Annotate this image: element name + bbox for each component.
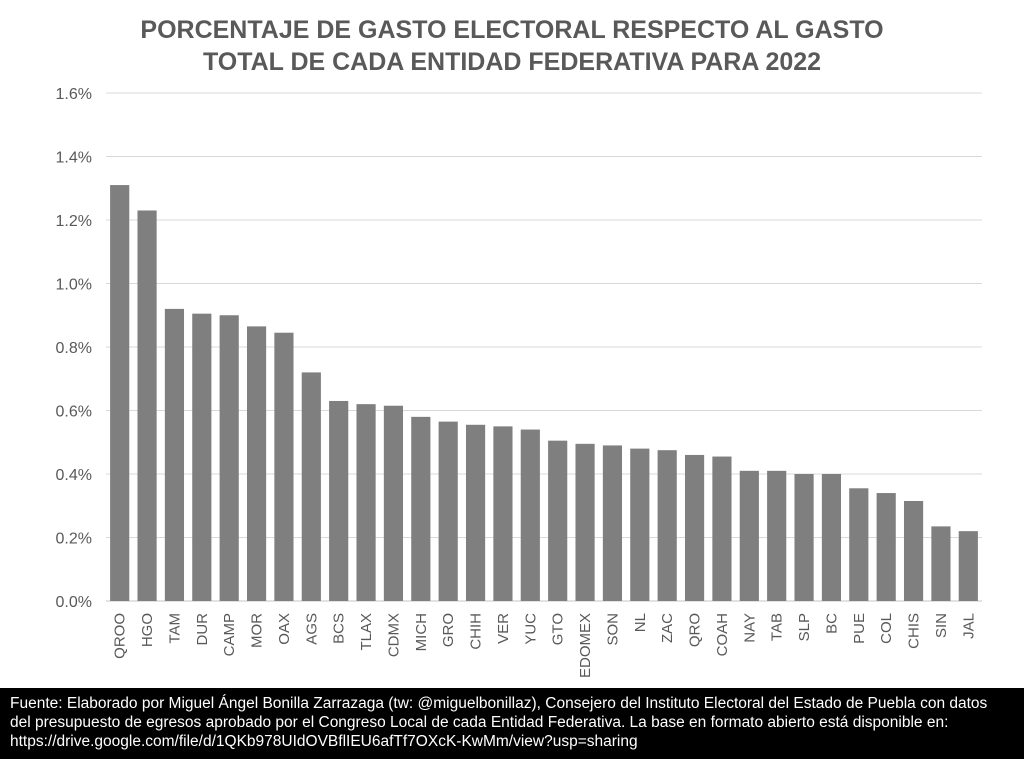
chart-title-line-1: PORCENTAJE DE GASTO ELECTORAL RESPECTO A… [140, 16, 884, 44]
bar-mor [246, 326, 267, 601]
x-tick-label: BCS [331, 613, 348, 644]
bar-tam [164, 308, 185, 601]
x-tick-label: CHIS [906, 613, 923, 649]
x-tick-label: JAL [960, 613, 977, 639]
bar-cdmx [383, 405, 404, 601]
x-tick-label: CAMP [221, 613, 238, 656]
x-tick-label: GTO [550, 613, 567, 645]
x-tick-label: TAM [166, 613, 183, 644]
bar-chart: 0.0% 0.2% 0.4% 0.6% 0.8% 1.0% 1.2% 1.4% 1.6% QRO… [56, 86, 982, 678]
bar-hgo [137, 210, 157, 601]
bar-qro [684, 454, 705, 601]
bars [110, 185, 978, 601]
x-axis-tick-labels: QROO HGO TAM DUR CAMP MOR OAX AGS BCS TLAX CDMX MIC… [112, 613, 978, 678]
x-tick-label: SON [604, 613, 621, 646]
x-tick-label: NL [632, 613, 649, 632]
bar-bc [821, 474, 842, 601]
chart-title-line-2: TOTAL DE CADA ENTIDAD FEDERATIVA PARA 20… [202, 48, 822, 76]
x-tick-label: CHIH [468, 613, 485, 650]
footer-line-1: Fuente: Elaborado por Miguel Ángel Bonil… [10, 695, 988, 712]
bar-tlax [356, 404, 376, 601]
x-tick-label: YUC [522, 613, 539, 645]
footer-line-3: https://drive.google.com/file/d/1QKb978U… [10, 733, 638, 750]
footer-line-2: del presupuesto de egresos aprobado por … [10, 714, 949, 731]
bar-son [602, 445, 623, 601]
y-tick-label: 1.4% [56, 150, 92, 167]
y-axis-tick-labels: 0.0% 0.2% 0.4% 0.6% 0.8% 1.0% 1.2% 1.4% 1.6% [56, 86, 92, 611]
x-tick-label: COAH [714, 613, 731, 656]
bar-yuc [520, 429, 540, 601]
bar-coah [712, 456, 732, 601]
bar-ver [493, 426, 513, 601]
bar-bcs [329, 400, 349, 601]
x-tick-label: BC [823, 613, 840, 634]
y-tick-label: 0.8% [56, 340, 92, 357]
bar-jal [958, 531, 978, 601]
x-tick-label: MICH [413, 613, 430, 651]
y-tick-label: 0.6% [56, 404, 92, 421]
y-tick-label: 1.2% [56, 213, 92, 230]
x-tick-label: MOR [249, 613, 266, 648]
bar-chis [903, 500, 924, 601]
bar-dur [192, 313, 212, 601]
bar-oax [274, 332, 294, 601]
x-tick-label: PUE [851, 613, 868, 644]
bar-gro [438, 421, 458, 601]
bar-qroo [110, 185, 130, 601]
source-footer: Fuente: Elaborado por Miguel Ángel Bonil… [0, 688, 1024, 759]
bar-gto [548, 440, 568, 601]
bar-sin [931, 526, 951, 601]
y-tick-label: 0.4% [56, 467, 92, 484]
x-tick-label: COL [878, 613, 895, 644]
x-tick-label: NAY [741, 613, 758, 643]
bar-edomex [575, 443, 595, 601]
bar-camp [219, 315, 239, 601]
bar-col [876, 493, 896, 601]
bar-ags [301, 372, 321, 601]
x-tick-label: TLAX [358, 613, 375, 651]
y-tick-label: 1.0% [56, 277, 92, 294]
y-tick-label: 0.0% [56, 594, 92, 611]
x-tick-label: TAB [769, 613, 786, 641]
x-tick-label: QRO [687, 613, 704, 647]
y-tick-label: 1.6% [56, 86, 92, 103]
x-tick-label: AGS [303, 613, 320, 645]
bar-pue [849, 488, 869, 601]
x-tick-label: GRO [440, 613, 457, 647]
bar-tab [767, 470, 787, 601]
bar-nl [630, 448, 650, 601]
chart-title: PORCENTAJE DE GASTO ELECTORAL RESPECTO A… [0, 14, 1024, 78]
bar-chih [465, 424, 486, 601]
bar-zac [657, 450, 677, 601]
x-tick-label: HGO [139, 613, 156, 647]
x-tick-label: ZAC [659, 613, 676, 643]
bar-mich [411, 416, 431, 601]
x-tick-label: CDMX [385, 613, 402, 657]
x-tick-label: QROO [112, 613, 129, 659]
x-tick-label: OAX [276, 613, 293, 645]
bar-slp [794, 474, 814, 601]
x-tick-label: EDOMEX [577, 613, 594, 678]
x-tick-label: SLP [796, 613, 813, 641]
x-tick-label: SIN [933, 613, 950, 638]
x-tick-label: VER [495, 613, 512, 644]
bar-nay [739, 470, 759, 601]
x-tick-label: DUR [194, 613, 211, 646]
y-tick-label: 0.2% [56, 531, 92, 548]
